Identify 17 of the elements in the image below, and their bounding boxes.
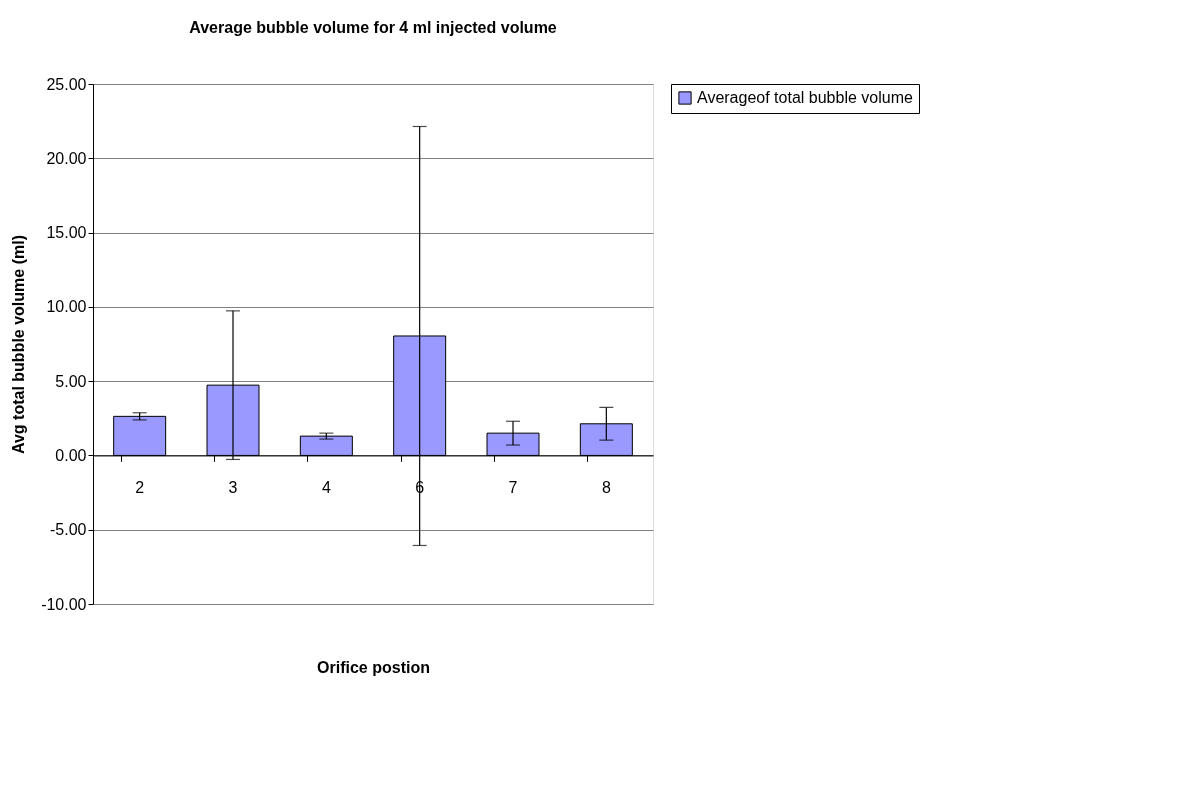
x-axis-title: Orifice postion [317,658,430,676]
y-tick-label: -10.00 [41,595,87,613]
y-tick-label: 0.00 [55,446,87,464]
y-tick-label: 15.00 [46,224,87,242]
y-tick-label: 10.00 [46,298,87,316]
y-tick-label: -5.00 [50,521,87,539]
y-tick-label: 5.00 [55,372,87,390]
chart-title: Average bubble volume for 4 ml injected volume [189,19,557,36]
x-tick-label: 8 [601,478,611,496]
x-tick-label: 3 [228,478,238,496]
y-tick-label: 25.00 [46,75,87,93]
x-tick-label: 2 [135,478,145,496]
y-tick-label: 20.00 [46,149,87,167]
x-tick-label: 7 [508,478,518,496]
x-tick-label: 4 [321,478,331,496]
y-axis-title: Avg total bubble volume (ml) [10,235,28,454]
legend-label: Averageof total bubble volume [697,89,913,106]
